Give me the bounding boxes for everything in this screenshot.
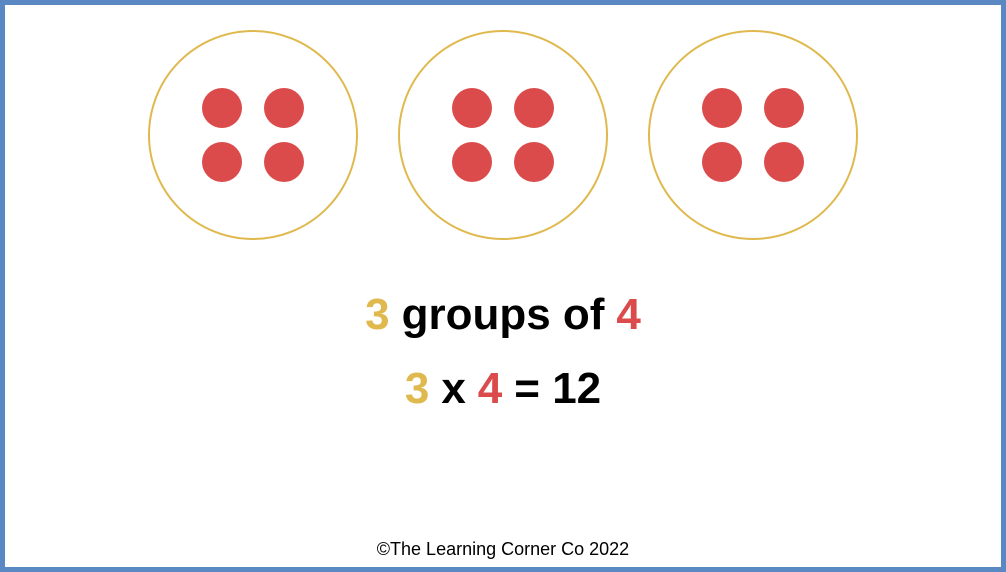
group-circle	[148, 30, 358, 240]
dots-grid	[202, 88, 304, 182]
dot	[452, 142, 492, 182]
dot	[202, 142, 242, 182]
text-part: 3	[405, 364, 429, 414]
dot	[514, 142, 554, 182]
text-line-1: 3 groups of4	[365, 290, 641, 340]
dot	[764, 88, 804, 128]
text-line-2: 3x4= 12	[405, 364, 601, 414]
dot	[264, 88, 304, 128]
dot	[764, 142, 804, 182]
groups-row	[148, 30, 858, 240]
text-part: groups of	[402, 290, 605, 340]
dot	[452, 88, 492, 128]
dot	[264, 142, 304, 182]
text-part: 4	[478, 364, 502, 414]
group-circle	[648, 30, 858, 240]
copyright: ©The Learning Corner Co 2022	[0, 539, 1006, 560]
group-circle	[398, 30, 608, 240]
dot	[514, 88, 554, 128]
text-part: 4	[616, 290, 640, 340]
dot	[702, 88, 742, 128]
text-part: x	[441, 364, 465, 414]
text-part: 3	[365, 290, 389, 340]
text-section: 3groups of4 3x4= 12	[365, 290, 641, 414]
text-part: = 12	[514, 364, 601, 414]
dots-grid	[452, 88, 554, 182]
dot	[202, 88, 242, 128]
dots-grid	[702, 88, 804, 182]
dot	[702, 142, 742, 182]
diagram-frame: 3groups of4 3x4= 12 ©The Learning Corner…	[0, 0, 1006, 572]
